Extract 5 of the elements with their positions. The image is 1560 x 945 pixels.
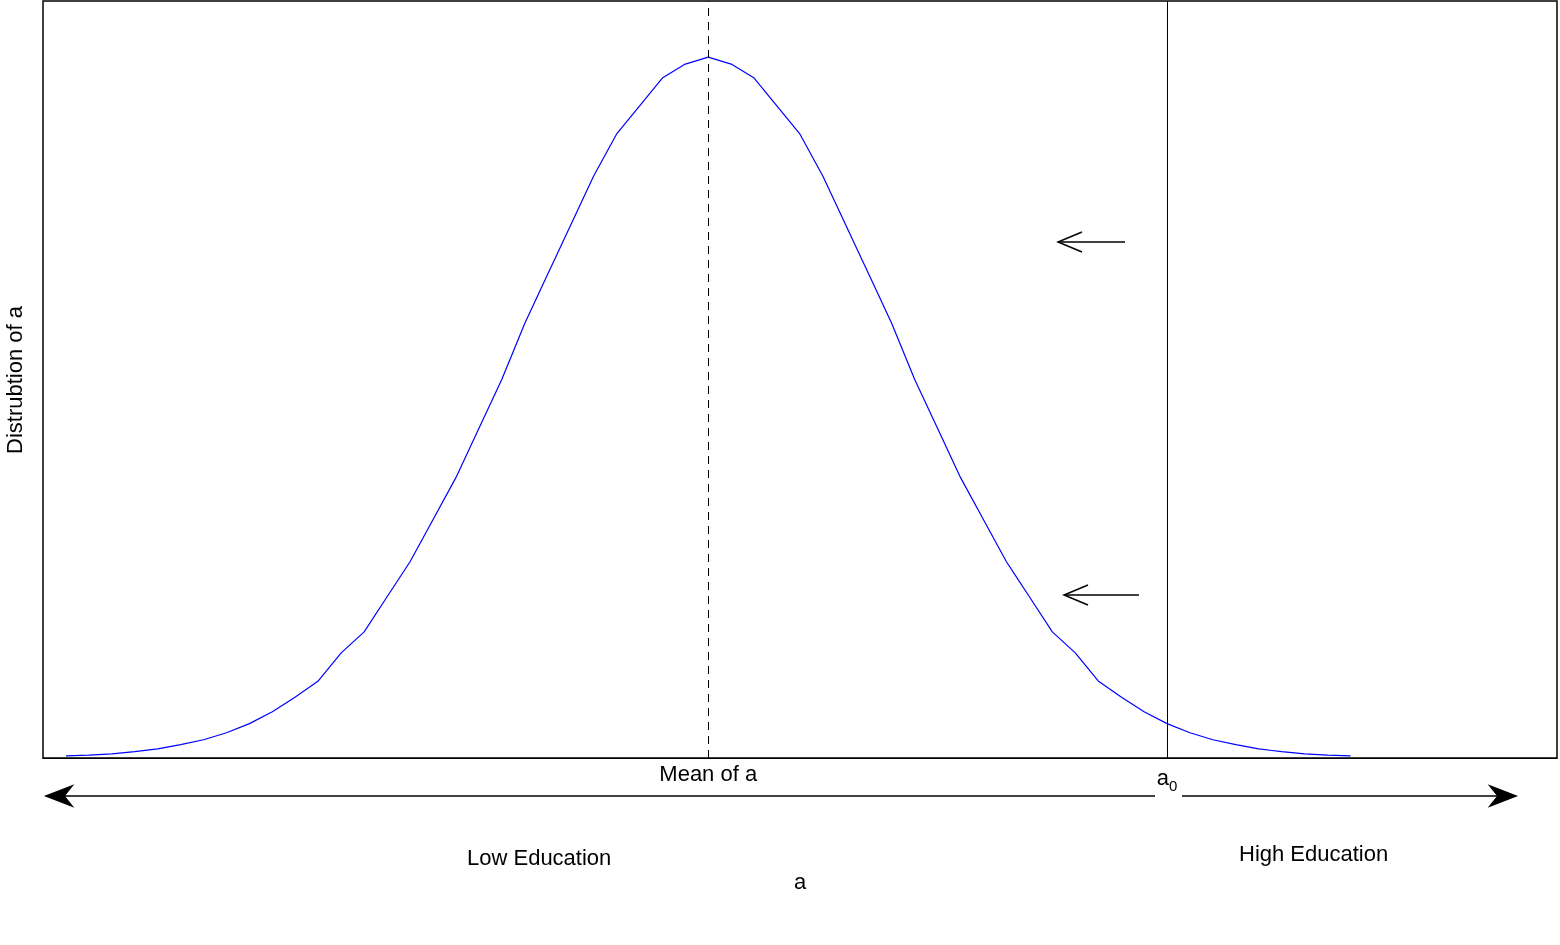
text: Low Education bbox=[467, 845, 612, 871]
x-tick-label: Mean of a bbox=[659, 760, 758, 786]
text: High Education bbox=[1239, 841, 1389, 867]
y-axis-title: Distrubtion of a bbox=[1, 305, 27, 454]
x-axis-title: a bbox=[793, 868, 807, 894]
